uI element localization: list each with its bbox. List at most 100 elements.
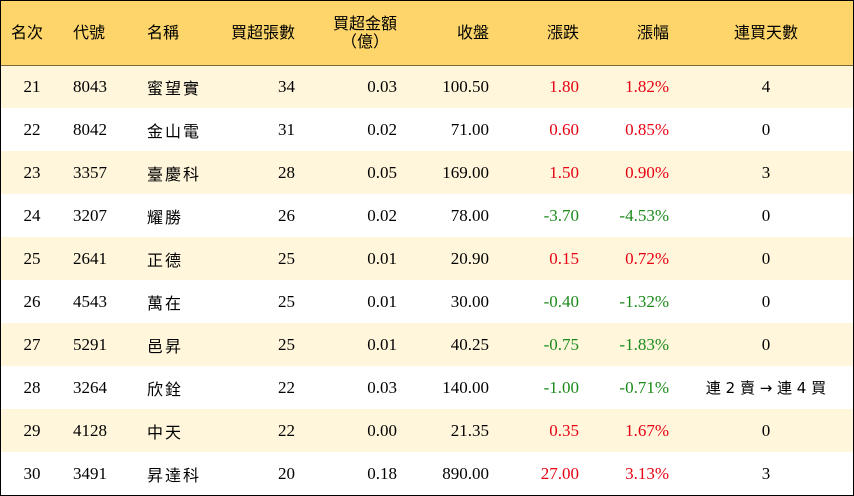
change-pct-cell: -1.32% xyxy=(589,280,679,323)
close-cell: 140.00 xyxy=(407,366,499,409)
code-cell: 3264 xyxy=(63,366,135,409)
net-buy-amount-cell: 0.03 xyxy=(305,366,407,409)
rank-cell: 26 xyxy=(1,280,63,323)
code-cell: 8043 xyxy=(63,65,135,108)
streak-cell: 0 xyxy=(679,237,853,280)
table-row: 28 3264 欣銓 22 0.03 140.00 -1.00 -0.71% 連… xyxy=(1,366,853,409)
net-buy-lots-cell: 20 xyxy=(217,452,305,495)
close-cell: 30.00 xyxy=(407,280,499,323)
streak-cell: 3 xyxy=(679,151,853,194)
header-net-buy-lots: 買超張數 xyxy=(217,1,305,66)
change-pct-cell: 0.90% xyxy=(589,151,679,194)
net-buy-lots-cell: 22 xyxy=(217,409,305,452)
code-cell: 4128 xyxy=(63,409,135,452)
net-buy-amount-cell: 0.02 xyxy=(305,194,407,237)
change-cell: -1.00 xyxy=(499,366,589,409)
change-pct-cell: 1.82% xyxy=(589,65,679,108)
change-cell: 1.50 xyxy=(499,151,589,194)
header-change-pct: 漲幅 xyxy=(589,1,679,66)
change-pct-cell: 1.67% xyxy=(589,409,679,452)
streak-cell: 0 xyxy=(679,409,853,452)
rank-cell: 21 xyxy=(1,65,63,108)
header-net-buy-amount-label: 買超金額 xyxy=(332,13,397,33)
net-buy-amount-cell: 0.18 xyxy=(305,452,407,495)
close-cell: 890.00 xyxy=(407,452,499,495)
name-cell: 臺慶科 xyxy=(135,151,217,194)
close-cell: 100.50 xyxy=(407,65,499,108)
header-row: 名次 代號 名稱 買超張數 買超金額 （億） 收盤 漲跌 漲幅 連買天數 xyxy=(1,1,853,66)
header-code: 代號 xyxy=(63,1,135,66)
header-rank: 名次 xyxy=(1,1,63,66)
net-buy-amount-cell: 0.03 xyxy=(305,65,407,108)
table-row: 25 2641 正德 25 0.01 20.90 0.15 0.72% 0 xyxy=(1,237,853,280)
table-body: 21 8043 蜜望實 34 0.03 100.50 1.80 1.82% 4 … xyxy=(1,65,853,495)
header-change: 漲跌 xyxy=(499,1,589,66)
change-cell: -0.40 xyxy=(499,280,589,323)
table-row: 30 3491 昇達科 20 0.18 890.00 27.00 3.13% 3 xyxy=(1,452,853,495)
streak-cell: 0 xyxy=(679,280,853,323)
table-header: 名次 代號 名稱 買超張數 買超金額 （億） 收盤 漲跌 漲幅 連買天數 xyxy=(1,1,853,66)
header-net-buy-amount: 買超金額 （億） xyxy=(305,1,407,66)
header-close: 收盤 xyxy=(407,1,499,66)
header-net-buy-amount-unit: （億） xyxy=(340,31,389,51)
name-cell: 欣銓 xyxy=(135,366,217,409)
change-pct-cell: 0.85% xyxy=(589,108,679,151)
name-cell: 邑昇 xyxy=(135,323,217,366)
change-cell: -0.75 xyxy=(499,323,589,366)
name-cell: 金山電 xyxy=(135,108,217,151)
close-cell: 78.00 xyxy=(407,194,499,237)
net-buy-lots-cell: 25 xyxy=(217,237,305,280)
change-pct-cell: 3.13% xyxy=(589,452,679,495)
name-cell: 萬在 xyxy=(135,280,217,323)
net-buy-lots-cell: 34 xyxy=(217,65,305,108)
net-buy-amount-cell: 0.02 xyxy=(305,108,407,151)
net-buy-amount-cell: 0.01 xyxy=(305,323,407,366)
change-cell: 0.60 xyxy=(499,108,589,151)
table-row: 26 4543 萬在 25 0.01 30.00 -0.40 -1.32% 0 xyxy=(1,280,853,323)
streak-cell: 連 2 賣 → 連 4 買 xyxy=(679,366,853,409)
net-buy-lots-cell: 22 xyxy=(217,366,305,409)
close-cell: 20.90 xyxy=(407,237,499,280)
code-cell: 3207 xyxy=(63,194,135,237)
change-cell: 0.15 xyxy=(499,237,589,280)
change-pct-cell: -4.53% xyxy=(589,194,679,237)
change-cell: -3.70 xyxy=(499,194,589,237)
code-cell: 3357 xyxy=(63,151,135,194)
change-cell: 27.00 xyxy=(499,452,589,495)
close-cell: 71.00 xyxy=(407,108,499,151)
change-pct-cell: -1.83% xyxy=(589,323,679,366)
net-buy-lots-cell: 25 xyxy=(217,280,305,323)
table-row: 27 5291 邑昇 25 0.01 40.25 -0.75 -1.83% 0 xyxy=(1,323,853,366)
net-buy-lots-cell: 28 xyxy=(217,151,305,194)
rank-cell: 28 xyxy=(1,366,63,409)
streak-cell: 3 xyxy=(679,452,853,495)
change-pct-cell: 0.72% xyxy=(589,237,679,280)
streak-cell: 0 xyxy=(679,323,853,366)
rank-cell: 25 xyxy=(1,237,63,280)
change-cell: 0.35 xyxy=(499,409,589,452)
code-cell: 2641 xyxy=(63,237,135,280)
net-buy-amount-cell: 0.05 xyxy=(305,151,407,194)
change-cell: 1.80 xyxy=(499,65,589,108)
name-cell: 昇達科 xyxy=(135,452,217,495)
code-cell: 3491 xyxy=(63,452,135,495)
net-buy-amount-cell: 0.00 xyxy=(305,409,407,452)
code-cell: 8042 xyxy=(63,108,135,151)
code-cell: 4543 xyxy=(63,280,135,323)
table-row: 21 8043 蜜望實 34 0.03 100.50 1.80 1.82% 4 xyxy=(1,65,853,108)
close-cell: 21.35 xyxy=(407,409,499,452)
rank-cell: 22 xyxy=(1,108,63,151)
net-buy-lots-cell: 26 xyxy=(217,194,305,237)
name-cell: 中天 xyxy=(135,409,217,452)
close-cell: 169.00 xyxy=(407,151,499,194)
net-buy-amount-cell: 0.01 xyxy=(305,280,407,323)
table-row: 23 3357 臺慶科 28 0.05 169.00 1.50 0.90% 3 xyxy=(1,151,853,194)
net-buy-lots-cell: 31 xyxy=(217,108,305,151)
streak-cell: 0 xyxy=(679,108,853,151)
streak-cell: 0 xyxy=(679,194,853,237)
name-cell: 蜜望實 xyxy=(135,65,217,108)
header-name: 名稱 xyxy=(135,1,217,66)
name-cell: 正德 xyxy=(135,237,217,280)
